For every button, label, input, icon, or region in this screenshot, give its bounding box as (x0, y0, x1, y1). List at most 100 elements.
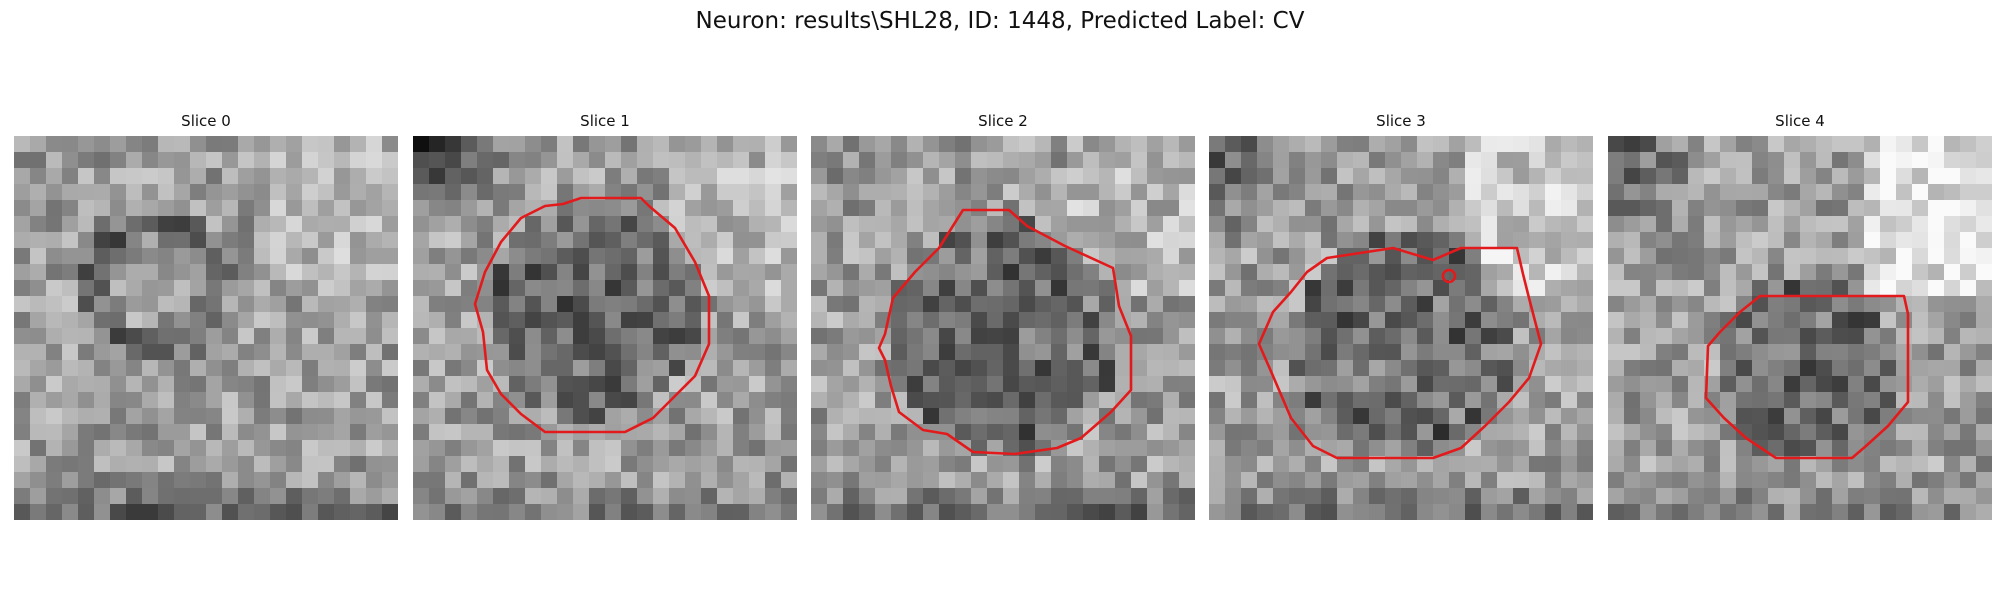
pixel (1163, 216, 1180, 233)
pixel (1864, 392, 1881, 409)
pixel (955, 440, 972, 457)
pixel (1640, 216, 1657, 233)
pixel (110, 232, 127, 249)
pixel (318, 168, 335, 185)
pixel (94, 360, 111, 377)
pixel (174, 456, 191, 473)
pixel (286, 360, 303, 377)
pixel (1083, 504, 1100, 520)
pixel (1704, 440, 1721, 457)
pixel (637, 248, 654, 265)
pixel (525, 136, 542, 153)
pixel (1688, 456, 1705, 473)
pixel (717, 376, 734, 393)
pixel (1305, 232, 1322, 249)
pixel (493, 392, 510, 409)
pixel (1401, 168, 1418, 185)
pixel (859, 488, 876, 505)
pixel (1529, 456, 1546, 473)
pixel (811, 248, 828, 265)
pixel (238, 504, 255, 520)
pixel (525, 200, 542, 217)
pixel (1960, 152, 1977, 169)
pixel (1401, 200, 1418, 217)
pixel (1209, 232, 1226, 249)
pixel (366, 232, 383, 249)
pixel (382, 392, 398, 409)
pixel (1513, 312, 1530, 329)
pixel (1800, 184, 1817, 201)
pixel (605, 248, 622, 265)
pixel (859, 376, 876, 393)
pixel (541, 280, 558, 297)
pixel (190, 424, 207, 441)
pixel (190, 328, 207, 345)
pixel (1289, 248, 1306, 265)
pixel (318, 264, 335, 281)
pixel (605, 232, 622, 249)
pixel (1179, 344, 1195, 361)
pixel (14, 408, 31, 425)
pixel (781, 168, 797, 185)
pixel (413, 184, 430, 201)
pixel (1369, 488, 1386, 505)
pixel (142, 344, 159, 361)
pixel (1289, 360, 1306, 377)
pixel (1912, 392, 1929, 409)
pixel (525, 424, 542, 441)
pixel (1577, 232, 1593, 249)
pixel (222, 488, 239, 505)
pixel (1385, 168, 1402, 185)
pixel (859, 168, 876, 185)
pixel (461, 232, 478, 249)
pixel (1385, 408, 1402, 425)
pixel (733, 360, 750, 377)
pixel (1816, 408, 1833, 425)
pixel (1896, 184, 1913, 201)
pixel (14, 168, 31, 185)
pixel (286, 296, 303, 313)
pixel (1449, 344, 1466, 361)
pixel (1561, 200, 1578, 217)
pixel (1736, 424, 1753, 441)
pixel (1864, 232, 1881, 249)
pixel (1337, 136, 1354, 153)
pixel (334, 472, 351, 489)
pixel (1417, 136, 1434, 153)
pixel (126, 296, 143, 313)
pixel (270, 216, 287, 233)
pixel (14, 440, 31, 457)
pixel (302, 440, 319, 457)
pixel (701, 168, 718, 185)
pixel (142, 312, 159, 329)
pixel (653, 232, 670, 249)
pixel (62, 360, 79, 377)
pixel (1561, 232, 1578, 249)
pixel (1608, 408, 1625, 425)
pixel (461, 216, 478, 233)
pixel (1656, 504, 1673, 520)
pixel (1337, 456, 1354, 473)
pixel (765, 280, 782, 297)
pixel (206, 280, 223, 297)
pixel (955, 392, 972, 409)
pixel (1067, 344, 1084, 361)
pixel (1019, 200, 1036, 217)
pixel (1864, 488, 1881, 505)
pixel (621, 280, 638, 297)
pixel (1497, 408, 1514, 425)
pixel (749, 264, 766, 281)
pixel (1465, 264, 1482, 281)
pixel (1067, 488, 1084, 505)
pixel (1640, 392, 1657, 409)
pixel (811, 296, 828, 313)
pixel (1417, 312, 1434, 329)
pixel (158, 184, 175, 201)
pixel (126, 392, 143, 409)
pixel (1672, 152, 1689, 169)
pixel (1449, 360, 1466, 377)
pixel (1115, 232, 1132, 249)
pixel (238, 472, 255, 489)
pixel (589, 184, 606, 201)
pixel (827, 504, 844, 520)
